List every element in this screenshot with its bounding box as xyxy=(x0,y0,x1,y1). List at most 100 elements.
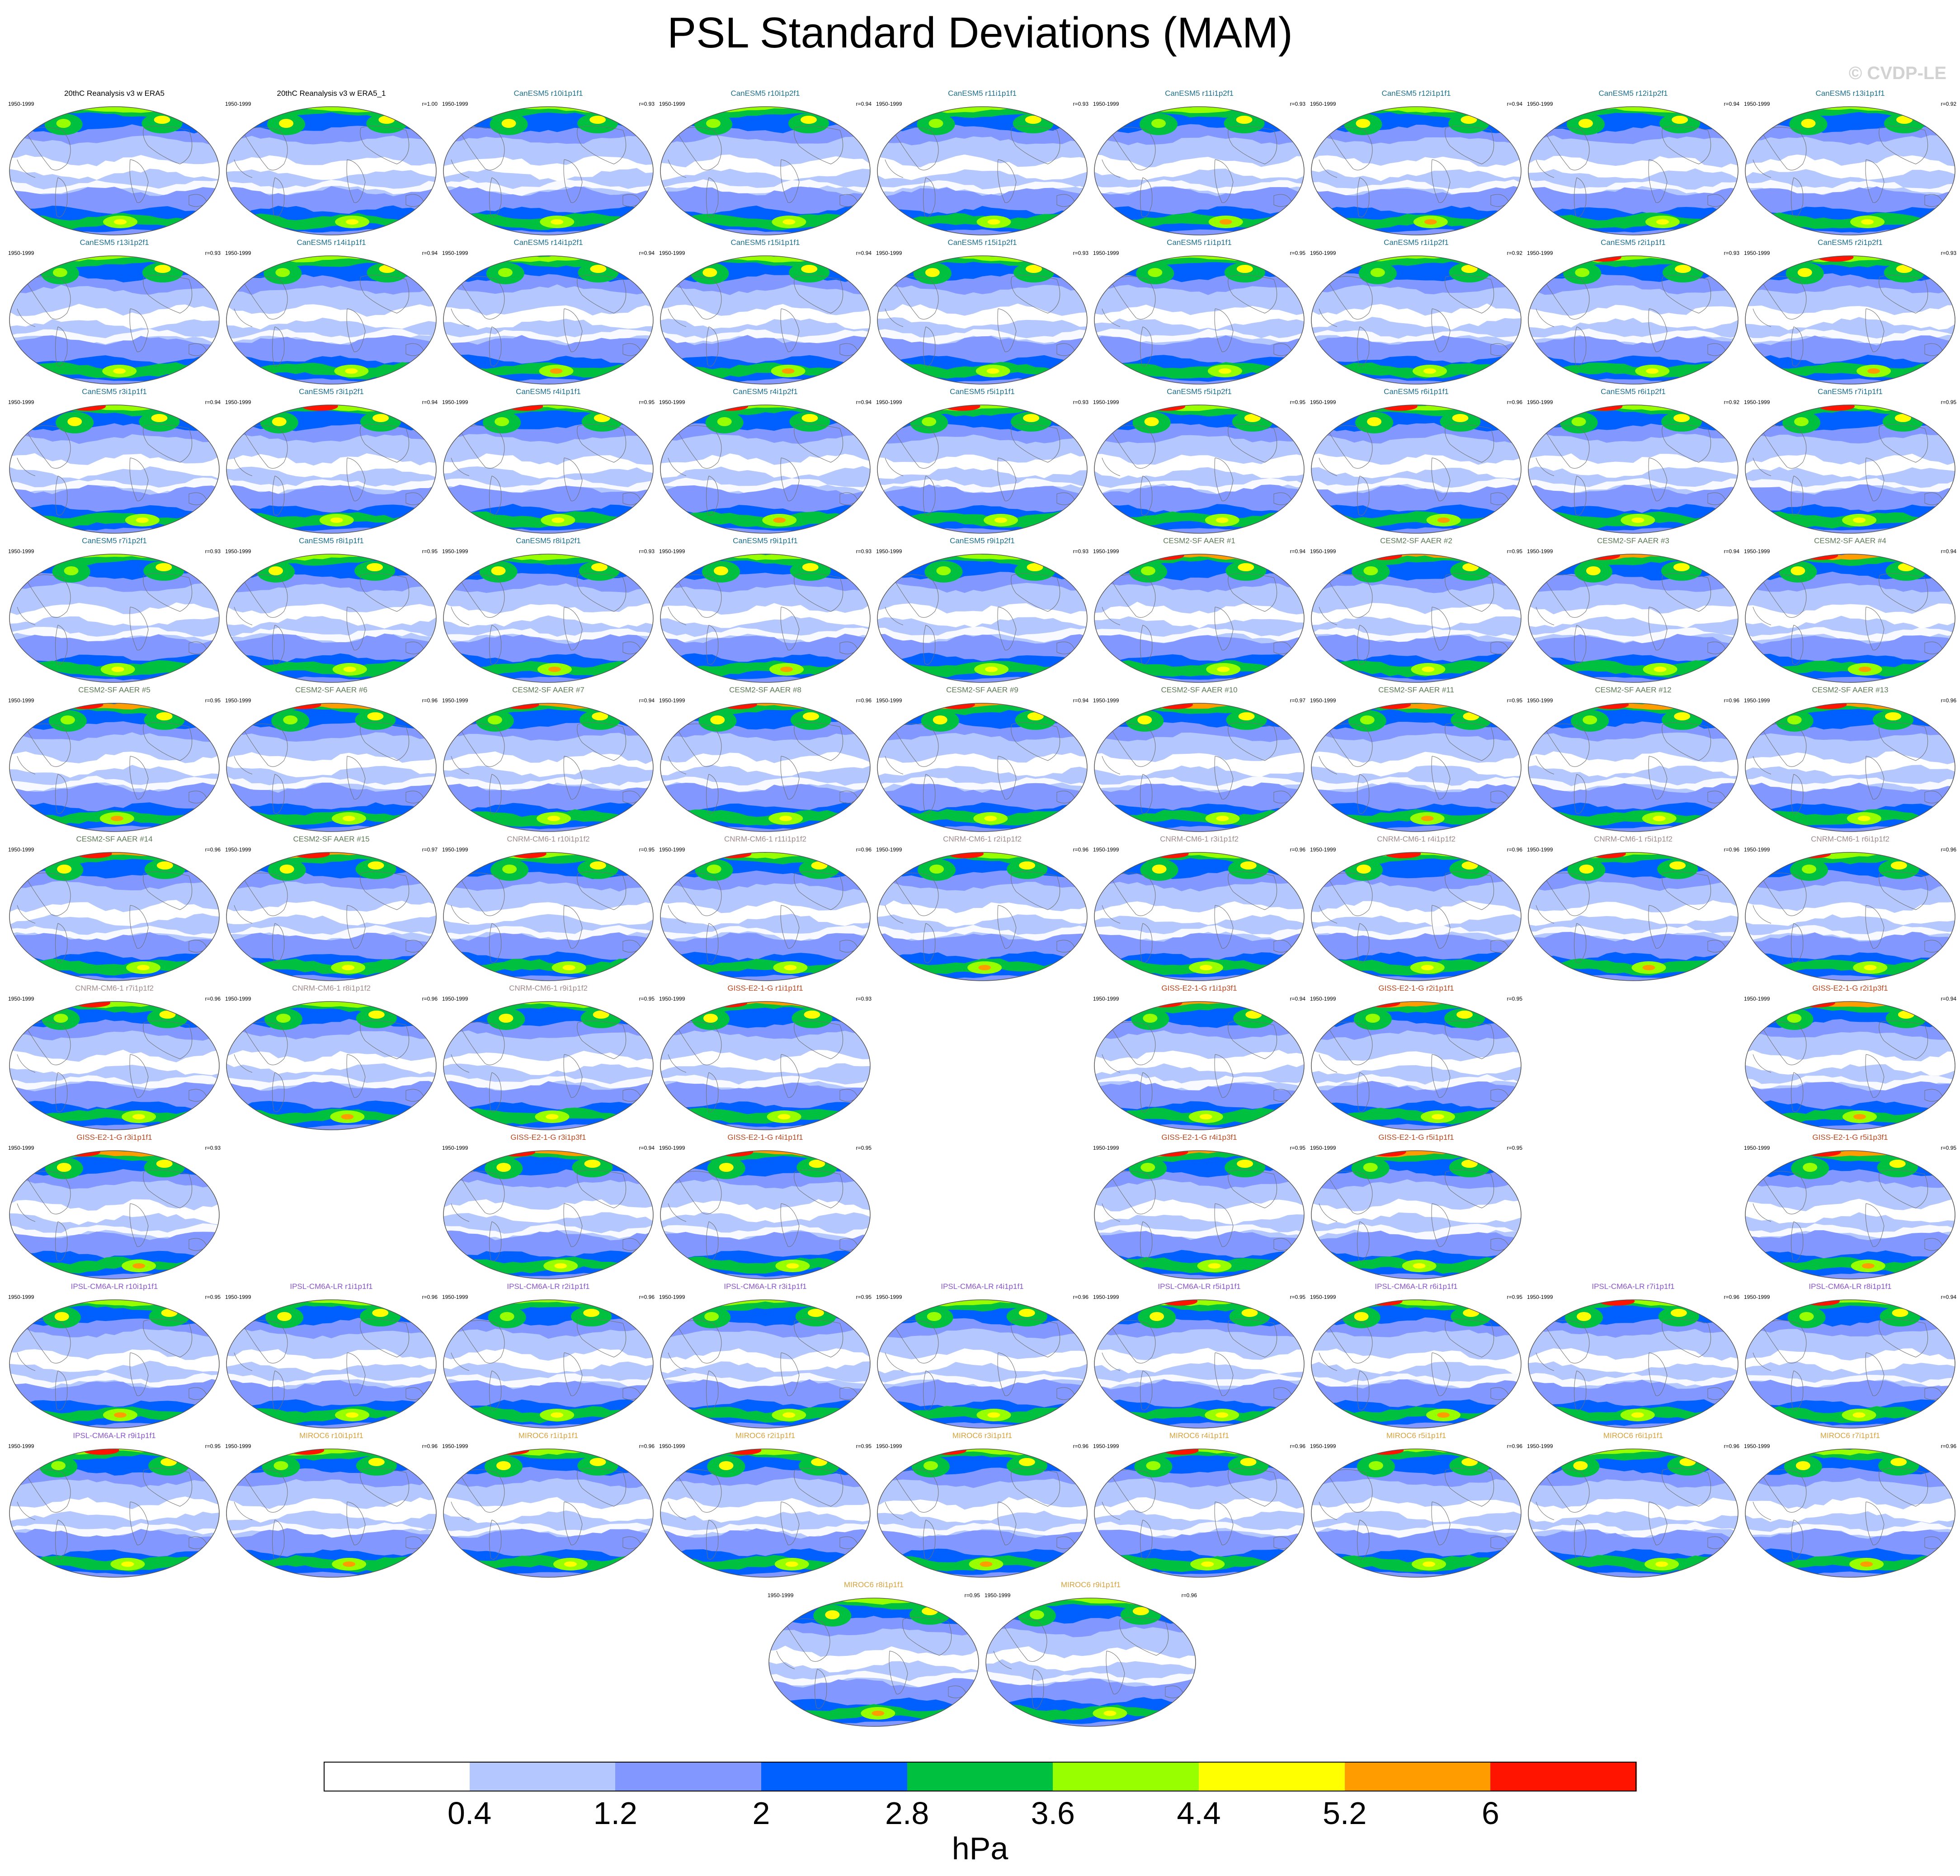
map-svg xyxy=(660,106,871,235)
low-variance-region xyxy=(1094,901,1304,925)
coastline xyxy=(1865,308,1885,352)
panel-title: CanESM5 r2i1p2f1 xyxy=(1818,238,1883,247)
coastline xyxy=(489,1519,502,1560)
low-variance-region xyxy=(226,604,436,629)
coastline xyxy=(55,774,68,814)
variance-region xyxy=(226,1124,436,1130)
panel-pattern-correlation: r=0.93 xyxy=(639,548,655,555)
variance-region xyxy=(1027,712,1044,720)
variance-region xyxy=(502,865,517,874)
panel-title: MIROC6 r6i1p1f1 xyxy=(1603,1431,1663,1440)
variance-region xyxy=(113,368,126,374)
variance-region xyxy=(719,1163,734,1172)
coastline xyxy=(780,607,800,650)
low-variance-region xyxy=(877,752,1087,777)
panel-title: CanESM5 r9i1p1f1 xyxy=(733,536,798,545)
low-variance-region xyxy=(1094,1497,1304,1521)
colorbar xyxy=(324,1762,1637,1792)
panel-pattern-correlation: r=0.95 xyxy=(1507,996,1522,1002)
coastline xyxy=(1790,326,1804,367)
panel-period: 1950-1999 xyxy=(1310,996,1336,1002)
variance-region xyxy=(589,116,606,124)
low-variance-region xyxy=(660,603,870,628)
low-variance-region xyxy=(1745,751,1955,776)
panel-pattern-correlation: r=0.93 xyxy=(205,1145,221,1151)
variance-region xyxy=(784,965,797,970)
variance-region xyxy=(660,1571,870,1577)
coastline xyxy=(1140,1370,1153,1411)
panel-pattern-correlation: r=0.95 xyxy=(1507,548,1522,555)
coastline xyxy=(1319,1501,1338,1520)
variance-region xyxy=(60,715,75,724)
map-svg xyxy=(1745,554,1955,683)
coastlines xyxy=(234,871,424,963)
variance-region xyxy=(1311,1108,1521,1125)
coastline xyxy=(923,1519,936,1560)
panel-pattern-correlation: r=0.94 xyxy=(856,250,872,256)
map-svg xyxy=(1094,554,1305,683)
coastline xyxy=(780,905,800,949)
panel-period: 1950-1999 xyxy=(659,250,685,256)
coastline xyxy=(451,607,470,625)
coastline xyxy=(460,574,505,618)
panel-title: CanESM5 r1i1p1f1 xyxy=(1167,238,1232,247)
coastline xyxy=(451,1054,470,1073)
panel-pattern-correlation: r=0.94 xyxy=(639,250,655,256)
variance-region xyxy=(660,1406,870,1423)
coastline xyxy=(1357,923,1370,963)
coastline xyxy=(1762,127,1807,170)
map-panel: IPSL-CM6A-LR r8i1p1f1 1950-1999 r=0.94 xyxy=(1744,1281,1956,1429)
panel-pattern-correlation: r=0.96 xyxy=(1507,399,1522,405)
coastline xyxy=(1574,177,1587,217)
variance-region xyxy=(877,528,1087,533)
low-variance-region xyxy=(1311,1223,1521,1240)
coastline xyxy=(1102,159,1121,178)
panel-pattern-correlation: r=0.95 xyxy=(639,846,655,853)
low-variance-region xyxy=(1311,776,1521,792)
coastline xyxy=(346,1352,366,1396)
panel-pattern-correlation: r=0.97 xyxy=(1290,697,1305,704)
variance-region xyxy=(929,865,944,874)
variance-region xyxy=(719,1461,734,1470)
panel-title: GISS-E2-1-G r4i1p3f1 xyxy=(1161,1133,1237,1142)
coastline xyxy=(1431,159,1451,203)
map-panel: CNRM-CM6-1 r8i1p1f2 1950-1999 r=0.96 xyxy=(225,983,438,1130)
map-svg xyxy=(9,404,220,534)
coastline xyxy=(1865,905,1885,949)
map-outline xyxy=(1094,703,1305,832)
panel-period: 1950-1999 xyxy=(1310,399,1336,405)
coastline xyxy=(668,607,687,625)
panel-pattern-correlation: r=0.95 xyxy=(1507,1294,1522,1300)
low-variance-region xyxy=(1311,900,1521,927)
variance-region xyxy=(1642,965,1655,970)
low-variance-region xyxy=(443,1373,653,1388)
coastlines xyxy=(1102,1319,1292,1411)
variance-region xyxy=(487,715,502,724)
coastline xyxy=(1214,756,1234,799)
panel-pattern-correlation: r=0.94 xyxy=(1941,1294,1956,1300)
variance-region xyxy=(825,1610,840,1619)
map-outline xyxy=(226,106,437,235)
coastline xyxy=(1228,1468,1277,1507)
coastline xyxy=(923,326,936,367)
variance-region xyxy=(713,566,728,575)
coastline xyxy=(460,276,505,320)
variance-region xyxy=(660,378,870,384)
variance-region xyxy=(593,1011,609,1019)
low-variance-region xyxy=(226,901,436,926)
map-panel: IPSL-CM6A-LR r6i1p1f1 1950-1999 r=0.95 xyxy=(1310,1281,1522,1429)
map-svg xyxy=(443,404,654,534)
coastline xyxy=(776,1650,795,1669)
coastline xyxy=(1648,756,1668,799)
low-variance-region xyxy=(9,1496,219,1522)
map-outline xyxy=(226,1001,437,1130)
panel-pattern-correlation: r=0.96 xyxy=(1724,1294,1739,1300)
map-svg xyxy=(877,703,1088,832)
panel-period: 1950-1999 xyxy=(1093,1294,1119,1300)
variance-region xyxy=(56,119,71,128)
coastline xyxy=(997,756,1017,799)
coastline xyxy=(1102,1352,1121,1371)
variance-region xyxy=(562,965,575,970)
variance-region xyxy=(1745,1124,1955,1130)
variance-region xyxy=(1745,1571,1955,1577)
